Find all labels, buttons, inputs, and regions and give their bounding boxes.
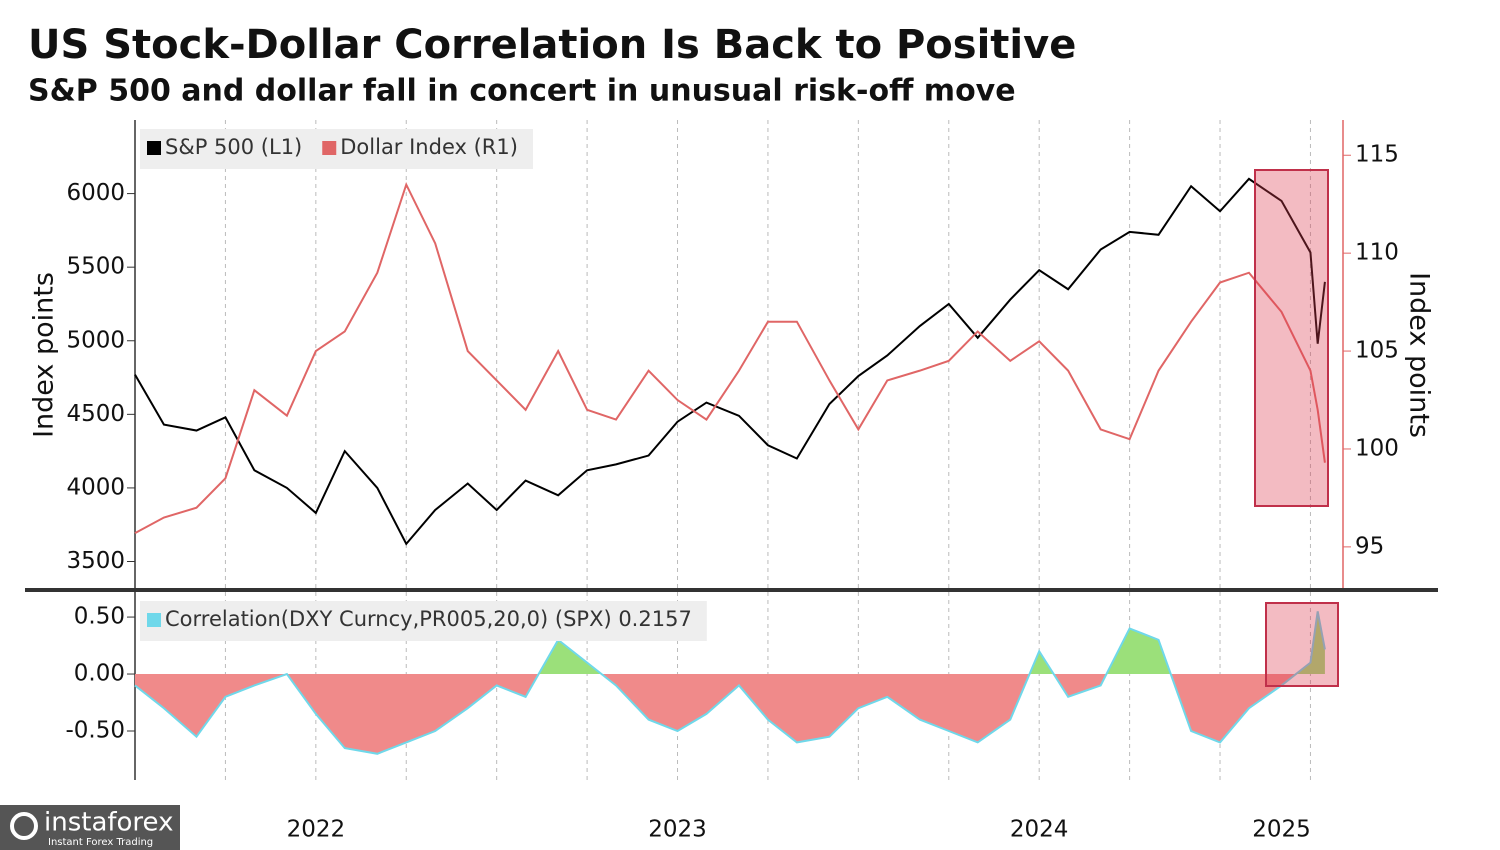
y-tick-label: 5500	[66, 254, 125, 280]
watermark-icon	[10, 812, 38, 840]
watermark-tagline: Instant Forex Trading	[48, 837, 153, 848]
highlight-box	[1254, 169, 1329, 507]
legend-box	[140, 129, 533, 169]
y-axis-label: Index points	[29, 272, 60, 438]
legend-swatch	[147, 141, 161, 155]
y2-axis-label: Index points	[1404, 272, 1435, 438]
y-tick-label: 4000	[66, 474, 125, 500]
y2-tick-label: 105	[1355, 338, 1399, 364]
y2-tick-label: 95	[1355, 533, 1384, 559]
watermark-box	[0, 805, 180, 850]
legend-swatch	[147, 613, 161, 627]
legend-swatch	[322, 141, 337, 155]
x-tick-label: 2025	[1252, 817, 1311, 843]
x-tick-label: 2023	[648, 817, 707, 843]
legend-label: S&P 500 (L1)	[165, 135, 302, 159]
x-tick-label: 2022	[287, 817, 346, 843]
highlight-box	[1265, 602, 1339, 687]
x-tick-label: 2024	[1010, 817, 1069, 843]
legend-label: Dollar Index (R1)	[340, 135, 518, 159]
y-tick-label: -0.50	[65, 718, 125, 744]
series-line	[134, 181, 1326, 535]
y2-tick-label: 100	[1355, 435, 1399, 461]
y-tick-label: 0.50	[74, 604, 125, 630]
y-tick-label: 3500	[66, 548, 125, 574]
legend-label: Correlation(DXY Curncy,PR005,20,0) (SPX)…	[165, 607, 692, 631]
chart-title: US Stock-Dollar Correlation Is Back to P…	[28, 22, 1076, 68]
series-line	[134, 611, 1326, 755]
y-tick-label: 4500	[66, 401, 125, 427]
y2-tick-label: 115	[1355, 142, 1399, 168]
series-line	[134, 177, 1326, 546]
y-tick-label: 0.00	[74, 661, 125, 687]
y-tick-label: 6000	[66, 180, 125, 206]
watermark-name: instaforex	[44, 808, 173, 838]
legend-box	[140, 601, 707, 641]
y-tick-label: 5000	[66, 327, 125, 353]
chart-subtitle: S&P 500 and dollar fall in concert in un…	[28, 74, 1016, 109]
y2-tick-label: 110	[1355, 240, 1399, 266]
